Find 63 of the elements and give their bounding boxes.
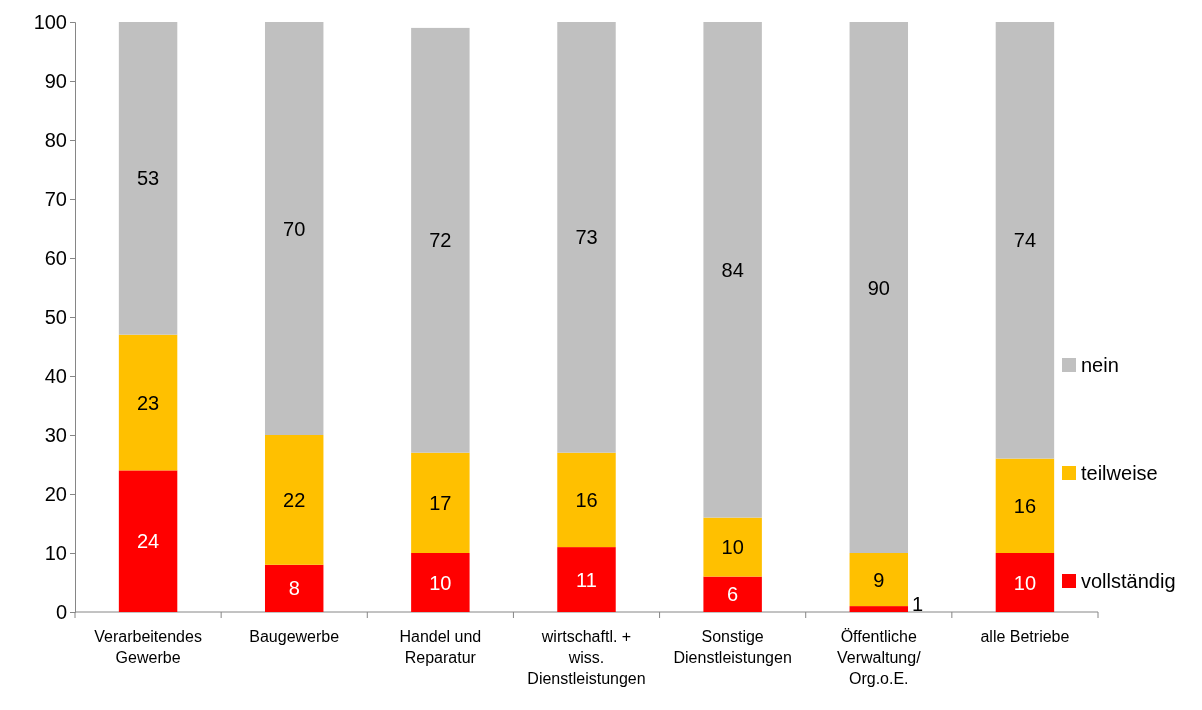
bar [703, 517, 762, 577]
data-label: 6 [727, 583, 739, 606]
data-label: 22 [283, 488, 306, 511]
bar [411, 553, 470, 612]
data-label: 10 [429, 571, 452, 594]
bar [118, 334, 178, 471]
y-tick-label: 10 [44, 541, 67, 564]
data-label: 74 [1013, 229, 1037, 252]
y-tick-label: 80 [44, 128, 67, 151]
data-label: 10 [721, 536, 744, 559]
x-tick-label: Öffentliche Verwaltung/ Org.o.E. [836, 628, 922, 687]
y-tick-label: 0 [55, 600, 67, 623]
y-tick-label: 70 [44, 187, 67, 210]
data-label: 53 [136, 167, 160, 190]
data-label: 72 [429, 229, 452, 252]
data-label: 24 [136, 530, 160, 553]
data-label: 8 [288, 577, 300, 600]
legend-label: nein [1081, 354, 1119, 376]
data-label: 16 [1013, 494, 1037, 517]
bar [411, 27, 470, 453]
data-label: 16 [575, 488, 598, 511]
data-label: 70 [283, 217, 306, 240]
bar [557, 547, 616, 612]
y-tick-label: 30 [44, 423, 67, 446]
y-tick-label: 90 [44, 69, 67, 92]
bar [264, 435, 324, 565]
y-tick-label: 40 [44, 364, 67, 387]
legend-label: vollständig [1081, 570, 1176, 592]
bar [995, 458, 1055, 553]
bar [557, 22, 616, 453]
bar [264, 564, 324, 612]
data-label: 9 [873, 568, 885, 591]
data-label: 73 [575, 226, 598, 249]
x-tick-label: Verarbeitendes Gewerbe [94, 628, 202, 666]
bar [849, 22, 909, 553]
y-tick-label: 60 [44, 246, 67, 269]
bar [849, 553, 909, 607]
x-tick-label: Handel und Reparatur [399, 628, 482, 666]
data-label: 84 [721, 258, 744, 281]
bar [703, 22, 762, 518]
bar [703, 576, 762, 612]
x-tick-label: Baugewerbe [249, 628, 340, 645]
bar [118, 470, 178, 612]
bar [557, 452, 616, 548]
data-label: 11 [576, 568, 597, 591]
y-tick-label: 20 [44, 482, 67, 505]
data-label: 23 [136, 391, 160, 414]
data-label: 17 [429, 491, 452, 514]
data-label: 1 [912, 593, 924, 615]
x-tick-label: alle Betriebe [980, 628, 1070, 645]
bar [995, 22, 1055, 459]
x-tick-label: wirtschaftl. + wiss. Dienstleistungen [527, 628, 646, 687]
data-label: 90 [867, 276, 890, 299]
bar [118, 22, 178, 335]
y-tick-label: 50 [44, 305, 67, 328]
bar [264, 22, 324, 435]
legend-label: teilweise [1081, 462, 1158, 484]
y-tick-label: 100 [33, 10, 67, 33]
x-tick-label: Sonstige Dienstleistungen [673, 628, 792, 666]
bar [849, 606, 909, 612]
bar [995, 553, 1055, 612]
bar [411, 452, 470, 553]
data-label: 10 [1013, 571, 1037, 594]
